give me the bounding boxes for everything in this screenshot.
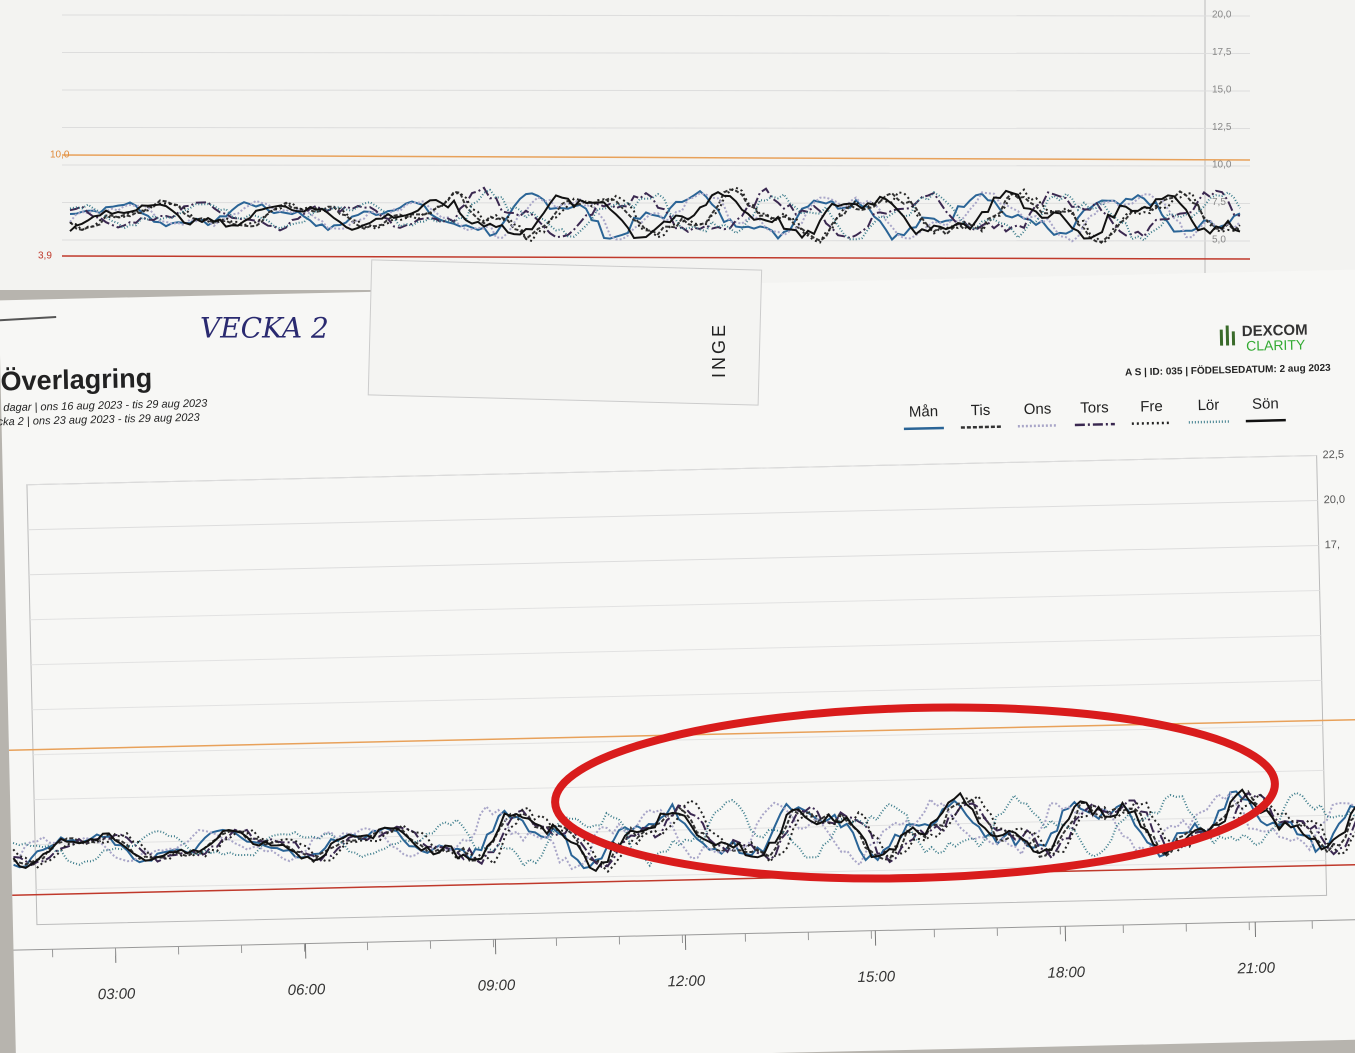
legend-swatch <box>903 426 944 431</box>
trace <box>12 791 1355 868</box>
x-axis <box>13 919 1355 951</box>
legend-swatch <box>1188 420 1229 424</box>
threshold-high: 10,0 <box>50 150 70 161</box>
low-line <box>61 255 1251 260</box>
legend-label: Tors <box>1080 399 1109 417</box>
note: INGE VECKA 2 <box>200 259 763 406</box>
x-tick-label: 09:00 <box>477 977 516 995</box>
logo-icon <box>1219 329 1224 346</box>
legend-label: Fre <box>1140 398 1163 416</box>
grid-line <box>61 239 1251 242</box>
legend-label: Lör <box>1197 397 1219 414</box>
card-text: INGE <box>709 322 729 378</box>
logo-sub: CLARITY <box>1246 336 1306 353</box>
x-tick-label: 15:00 <box>857 968 896 986</box>
grid-line <box>61 52 1251 54</box>
trace <box>69 186 1241 239</box>
y-tick-label: 7,5 <box>1212 197 1226 208</box>
grid-line <box>61 89 1251 92</box>
y-tick-label: 22,5 <box>1322 449 1344 461</box>
y-tick-label: 10,0 <box>1212 160 1232 171</box>
x-tick-label: 12:00 <box>667 972 706 990</box>
x-tick-label: 18:00 <box>1047 964 1086 982</box>
highlight-circle <box>551 703 1279 883</box>
y-tick-label: 12,5 <box>1212 122 1232 133</box>
grid-line <box>33 724 1323 756</box>
grid-line <box>61 164 1251 167</box>
card <box>367 259 763 406</box>
low-line <box>12 863 1355 896</box>
trace <box>12 793 1355 874</box>
legend-label: Sön <box>1252 395 1279 413</box>
grid-line <box>32 679 1322 711</box>
y-tick-label: 15,0 <box>1212 85 1232 96</box>
logo: DEXCOM <box>1242 322 1308 340</box>
trace <box>12 788 1355 873</box>
sheet <box>0 0 1355 290</box>
rule <box>0 316 57 322</box>
x-tick-label: 21:00 <box>1236 960 1276 978</box>
period: I dagar | ons 16 aug 2023 - tis 29 aug 2… <box>0 398 208 415</box>
trace <box>13 790 1355 870</box>
grid-line <box>36 859 1326 891</box>
trace <box>69 186 1241 245</box>
grid-line <box>61 14 1251 17</box>
grid-line <box>31 634 1321 666</box>
grid-line <box>28 544 1319 576</box>
x-tick-label: 06:00 <box>288 981 327 999</box>
trace <box>69 191 1241 243</box>
legend-swatch <box>1074 422 1115 427</box>
threshold-low: 3,9 <box>38 251 52 262</box>
x-tick-label: 03:00 <box>98 985 137 1003</box>
high-line <box>61 154 1251 161</box>
handwriting: VECKA 2 <box>200 312 329 345</box>
period: cka 2 | ons 23 aug 2023 - tis 29 aug 202… <box>0 412 201 429</box>
y-tick-label: 20,0 <box>1323 494 1345 506</box>
trace <box>69 189 1241 240</box>
grid-line <box>27 499 1318 531</box>
grid-line <box>61 202 1251 204</box>
logo-icon <box>1225 325 1230 346</box>
y-tick-label: 20,0 <box>1212 10 1232 21</box>
legend-swatch <box>1017 424 1058 428</box>
legend-swatch <box>1131 421 1172 425</box>
grid-line <box>26 454 1317 486</box>
y-tick-label: 17, <box>1325 539 1341 551</box>
legend-swatch <box>960 425 1001 429</box>
y-tick-label: 17,5 <box>1212 47 1232 58</box>
top-sheet: 10,0 3,9 20,0 17,5 15,0 12,5 10,0 7,5 5,0 <box>0 0 1355 290</box>
grid-line <box>30 589 1320 621</box>
legend-label: Tis <box>971 402 991 419</box>
trace <box>69 189 1241 242</box>
trace <box>69 188 1241 243</box>
grid-line <box>34 769 1324 801</box>
y-tick-label: 5,0 <box>1212 235 1226 246</box>
report-title: Överlagring <box>0 363 152 396</box>
legend-swatch <box>1245 418 1286 423</box>
grid-line <box>61 127 1251 129</box>
legend-label: Ons <box>1024 400 1052 418</box>
logo-icon <box>1231 331 1236 346</box>
legend-label: Mån <box>909 403 939 421</box>
